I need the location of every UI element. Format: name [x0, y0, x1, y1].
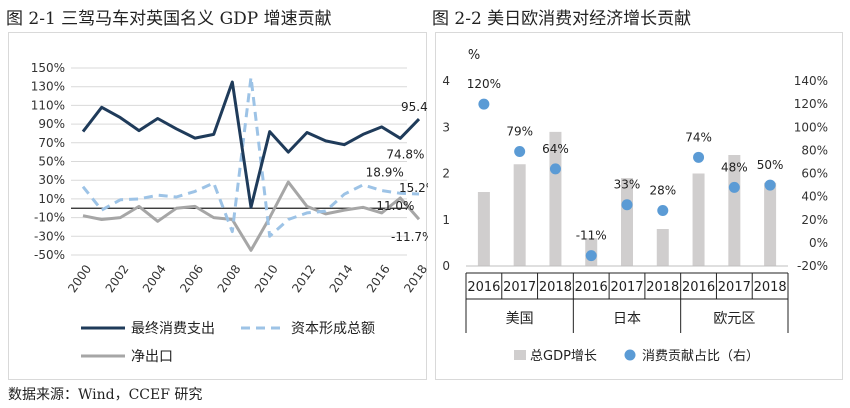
consumption-share-dot: [764, 179, 776, 191]
y-tick-label: 30%: [38, 173, 65, 187]
gdp-bar: [764, 182, 777, 266]
right-tick-label: 0%: [809, 236, 828, 250]
dot-label: 33%: [614, 178, 641, 192]
gdp-bar: [656, 229, 669, 266]
x-tick-label: 2000: [65, 262, 94, 295]
year-label: 2018: [646, 280, 679, 295]
left-tick-label: 4: [442, 74, 450, 88]
x-tick-label: 2008: [215, 262, 244, 295]
figure1-title: 图 2-1 三驾马车对英国名义 GDP 增速贡献: [6, 9, 332, 29]
x-tick-label: 2014: [327, 262, 356, 295]
year-label: 2017: [503, 280, 536, 295]
legend-swatch-share: [624, 349, 636, 361]
series-line-netexport: [82, 180, 421, 252]
y-tick-label: -30%: [34, 229, 65, 243]
x-tick-label: 2004: [140, 262, 169, 295]
right-tick-label: 120%: [794, 97, 828, 111]
gdp-bar: [728, 155, 741, 266]
right-tick-label: 140%: [794, 74, 828, 88]
dot-label: 120%: [467, 77, 501, 91]
consumption-share-dot: [657, 205, 669, 216]
year-label: 2016: [575, 280, 608, 295]
group-label: 日本: [613, 311, 641, 327]
dot-label: 74%: [685, 130, 712, 144]
series-line-capital: [81, 75, 420, 238]
source-note: 数据来源：Wind，CCEF 研究: [8, 387, 203, 403]
right-tick-label: -20%: [797, 259, 828, 273]
series-line-consumption: [81, 80, 421, 209]
chart2-svg: % 0 1 2 3 4 -20% 0% 20% 40% 60% 80% 100% 120% 140% 120%…: [442, 48, 828, 364]
consumption-share-dot: [549, 163, 561, 175]
left-tick-label: 2: [442, 167, 450, 181]
dot-label: 79%: [506, 125, 533, 139]
year-label: 2017: [610, 280, 643, 295]
data-label: 15.2%: [399, 181, 428, 195]
gdp-bar: [692, 173, 705, 266]
x-tick-label: 2012: [289, 262, 318, 295]
dot-label: 48%: [721, 160, 748, 174]
data-label: 18.9%: [366, 166, 404, 180]
year-label: 2018: [754, 280, 787, 295]
chart1-panel: -50% -30% -10% 10% 30% 50% 70% 90% 110% 130% 150% 2…: [8, 32, 428, 380]
group-label: 欧元区: [713, 311, 755, 327]
gdp-bar: [513, 164, 526, 266]
consumption-share-dot: [728, 181, 740, 193]
consumption-share-dot: [585, 250, 597, 262]
x-tick-label: 2010: [252, 262, 281, 295]
consumption-share-dot: [621, 199, 633, 211]
data-label: 95.4%: [401, 100, 428, 114]
chart2-panel: % 0 1 2 3 4 -20% 0% 20% 40% 60% 80% 100% 120% 140% 120%…: [435, 32, 843, 380]
y-tick-label: 50%: [38, 155, 65, 169]
x-tick-label: 2016: [364, 262, 393, 295]
y-tick-label: 110%: [31, 98, 65, 112]
year-label: 2016: [467, 280, 500, 295]
right-tick-label: 60%: [801, 167, 828, 181]
consumption-share-dot: [693, 151, 705, 163]
y-tick-label: 130%: [31, 80, 65, 94]
legend-label: 总GDP增长: [530, 349, 597, 364]
data-label: -11.7%: [391, 230, 428, 244]
left-axis-unit: %: [468, 48, 480, 63]
consumption-share-dot: [514, 146, 526, 158]
y-tick-label: 150%: [31, 61, 65, 75]
x-tick-label: 2006: [177, 262, 206, 295]
dot-label: 28%: [649, 184, 676, 198]
y-tick-label: -10%: [34, 211, 65, 225]
y-tick-label: -50%: [34, 248, 65, 262]
gdp-bar: [477, 192, 490, 266]
y-tick-label: 90%: [38, 117, 65, 131]
left-tick-label: 1: [442, 213, 450, 227]
chart1-svg: -50% -30% -10% 10% 30% 50% 70% 90% 110% 130% 150% 2…: [31, 61, 428, 365]
x-tick-label: 2018: [401, 262, 428, 295]
figure2-title: 图 2-2 美日欧消费对经济增长贡献: [432, 9, 692, 29]
legend-label: 消费贡献占比（右）: [642, 349, 759, 364]
gdp-bar: [621, 178, 633, 266]
data-label: 11.0%: [376, 199, 414, 213]
legend-label: 净出口: [131, 349, 173, 365]
consumption-share-dot: [478, 98, 490, 110]
year-label: 2016: [682, 280, 715, 295]
dot-label: 64%: [542, 142, 569, 156]
right-tick-label: 80%: [801, 143, 828, 157]
year-label: 2017: [718, 280, 751, 295]
dot-label: -11%: [576, 229, 607, 243]
right-tick-label: 40%: [801, 190, 828, 204]
x-tick-label: 2002: [103, 262, 132, 295]
dot-label: 50%: [757, 158, 784, 172]
right-tick-label: 100%: [794, 120, 828, 134]
legend-label: 资本形成总额: [291, 321, 375, 337]
y-tick-label: 10%: [38, 192, 65, 206]
y-tick-label: 70%: [38, 136, 65, 150]
left-tick-label: 0: [442, 259, 450, 273]
year-label: 2018: [539, 280, 572, 295]
legend-label: 最终消费支出: [131, 321, 215, 337]
group-label: 美国: [506, 311, 534, 327]
data-label: 74.8%: [386, 147, 424, 161]
left-tick-label: 3: [442, 120, 450, 134]
right-tick-label: 20%: [801, 213, 828, 227]
legend-swatch-gdp: [514, 350, 526, 360]
